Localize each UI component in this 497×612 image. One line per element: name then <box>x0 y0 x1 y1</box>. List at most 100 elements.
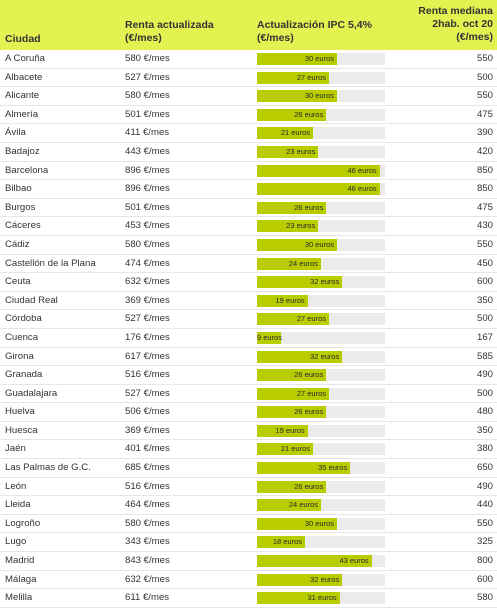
cell-renta-mediana: 550 <box>476 53 493 64</box>
cell-ciudad: Badajoz <box>5 145 40 157</box>
table-row: Barcelona 896 €/mes 46 euros 850 <box>0 162 497 181</box>
ipc-bar-track: 30 euros <box>257 517 385 530</box>
ipc-bar: 31 euros <box>257 592 340 605</box>
table-row: Alicante 580 €/mes 30 euros 550 <box>0 87 497 106</box>
cell-ciudad: Girona <box>5 350 34 362</box>
table-row: León 516 €/mes 26 euros 490 <box>0 478 497 497</box>
table-row: Burgos 501 €/mes 26 euros 475 <box>0 199 497 218</box>
ipc-bar-track: 21 euros <box>257 443 385 456</box>
ipc-bar: 19 euros <box>257 424 308 437</box>
header-renta-mediana[interactable]: Renta mediana 2hab. oct 20 (€/mes) <box>418 5 493 44</box>
ipc-bar-track: 26 euros <box>257 406 385 419</box>
cell-renta-mediana: 585 <box>476 350 493 362</box>
cell-renta-actualizada: 632 €/mes <box>125 276 170 288</box>
cell-renta-actualizada: 474 €/mes <box>125 257 170 269</box>
ipc-bar: 30 euros <box>257 90 337 103</box>
cell-renta-actualizada: 501 €/mes <box>125 201 170 213</box>
table-row: Ciudad Real 369 €/mes 19 euros 350 <box>0 292 497 311</box>
cell-ciudad: Alicante <box>5 90 40 102</box>
ipc-bar: 19 euros <box>257 294 308 307</box>
cell-renta-mediana: 440 <box>476 499 493 511</box>
cell-ciudad: Jaén <box>5 443 26 455</box>
table-row: Jaén 401 €/mes 21 euros 380 <box>0 440 497 460</box>
ipc-bar: 46 euros <box>257 164 380 177</box>
table-row: Girona 617 €/mes 32 euros 585 <box>0 348 497 367</box>
cell-renta-actualizada: 843 €/mes <box>125 555 170 567</box>
header-mediana-line1: Renta mediana <box>418 5 493 17</box>
cell-renta-mediana: 550 <box>476 517 493 529</box>
cell-ciudad: Barcelona <box>5 164 49 176</box>
ipc-bar-track: 27 euros <box>257 313 385 326</box>
cell-renta-actualizada: 580 €/mes <box>125 517 170 529</box>
ipc-bar-track: 18 euros <box>257 536 385 549</box>
cell-renta-mediana: 500 <box>476 71 493 83</box>
ipc-bar-track: 32 euros <box>257 276 385 289</box>
cell-ciudad: Castellón de la Plana <box>5 257 96 269</box>
header-ipc-line1: Actualización IPC 5,4% <box>257 19 372 31</box>
table-row: Logroño 580 €/mes 30 euros 550 <box>0 515 497 534</box>
cell-renta-actualizada: 516 €/mes <box>125 369 170 381</box>
ipc-bar: 23 euros <box>257 145 319 158</box>
cell-renta-mediana: 490 <box>476 369 493 381</box>
cell-renta-actualizada: 516 €/mes <box>125 480 170 492</box>
cell-ciudad: Ceuta <box>5 276 31 288</box>
ipc-bar: 26 euros <box>257 369 327 382</box>
cell-renta-actualizada: 443 €/mes <box>125 145 170 157</box>
cell-renta-mediana: 550 <box>476 90 493 102</box>
cell-renta-actualizada: 580 €/mes <box>125 90 170 102</box>
cell-renta-actualizada: 369 €/mes <box>125 424 170 436</box>
table-row: Huelva 506 €/mes 26 euros 480 <box>0 403 497 422</box>
header-ciudad[interactable]: Ciudad <box>5 33 41 45</box>
table-row: Huesca 369 €/mes 19 euros 350 <box>0 422 497 441</box>
table-row: Bilbao 896 €/mes 46 euros 850 <box>0 180 497 199</box>
table-row: Cádiz 580 €/mes 30 euros 550 <box>0 236 497 255</box>
table-row: A Coruña 580 €/mes 30 euros 550 <box>0 50 497 69</box>
cell-renta-mediana: 600 <box>476 276 493 288</box>
ipc-bar: 27 euros <box>257 313 329 326</box>
table-row: Córdoba 527 €/mes 27 euros 500 <box>0 310 497 329</box>
cell-renta-mediana: 475 <box>476 201 493 213</box>
table-row: Almería 501 €/mes 26 euros 475 <box>0 106 497 125</box>
cell-ciudad: Córdoba <box>5 313 42 325</box>
ipc-bar-track: 26 euros <box>257 369 385 382</box>
cell-renta-actualizada: 580 €/mes <box>125 238 170 250</box>
cell-ciudad: Bilbao <box>5 183 32 195</box>
ipc-bar: 26 euros <box>257 108 327 121</box>
table-row: Lleida 464 €/mes 24 euros 440 <box>0 496 497 515</box>
cell-renta-mediana: 500 <box>476 313 493 325</box>
cell-ciudad: Las Palmas de G.C. <box>5 462 91 474</box>
ipc-bar: 46 euros <box>257 183 380 196</box>
cell-renta-actualizada: 411 €/mes <box>125 127 170 139</box>
cell-renta-mediana: 650 <box>476 462 493 474</box>
cell-renta-mediana: 550 <box>476 238 493 250</box>
ipc-bar: 32 euros <box>257 276 343 289</box>
ipc-bar-track: 27 euros <box>257 71 385 84</box>
ipc-bar-track: 19 euros <box>257 294 385 307</box>
table-row: Las Palmas de G.C. 685 €/mes 35 euros 650 <box>0 459 497 478</box>
ipc-bar-track: 26 euros <box>257 480 385 493</box>
cell-renta-mediana: 490 <box>476 480 493 492</box>
cell-ciudad: Málaga <box>5 573 37 585</box>
cell-ciudad: Melilla <box>5 592 33 604</box>
ipc-bar-track: 27 euros <box>257 387 385 400</box>
header-actualizacion-ipc[interactable]: Actualización IPC 5,4% (€/mes) <box>257 19 372 45</box>
header-renta-line1: Renta actualizada <box>125 19 214 31</box>
ipc-bar: 30 euros <box>257 238 337 251</box>
cell-ciudad: Cádiz <box>5 238 30 250</box>
cell-ciudad: Huelva <box>5 406 35 418</box>
cell-renta-actualizada: 401 €/mes <box>125 443 170 455</box>
cell-renta-actualizada: 464 €/mes <box>125 499 170 511</box>
cell-ciudad: Burgos <box>5 201 36 213</box>
table-row: Castellón de la Plana 474 €/mes 24 euros 45… <box>0 255 497 274</box>
cell-renta-mediana: 500 <box>476 387 493 399</box>
cell-renta-mediana: 580 <box>476 592 493 604</box>
ipc-bar: 30 euros <box>257 53 337 65</box>
cell-renta-actualizada: 369 €/mes <box>125 294 170 306</box>
table-row: Lugo 343 €/mes 18 euros 325 <box>0 533 497 553</box>
cell-renta-actualizada: 580 €/mes <box>125 53 170 64</box>
header-renta-actualizada[interactable]: Renta actualizada (€/mes) <box>125 19 214 45</box>
cell-ciudad: Logroño <box>5 517 41 529</box>
cell-renta-actualizada: 896 €/mes <box>125 164 170 176</box>
cell-ciudad: Albacete <box>5 71 43 83</box>
cell-renta-actualizada: 685 €/mes <box>125 462 170 474</box>
